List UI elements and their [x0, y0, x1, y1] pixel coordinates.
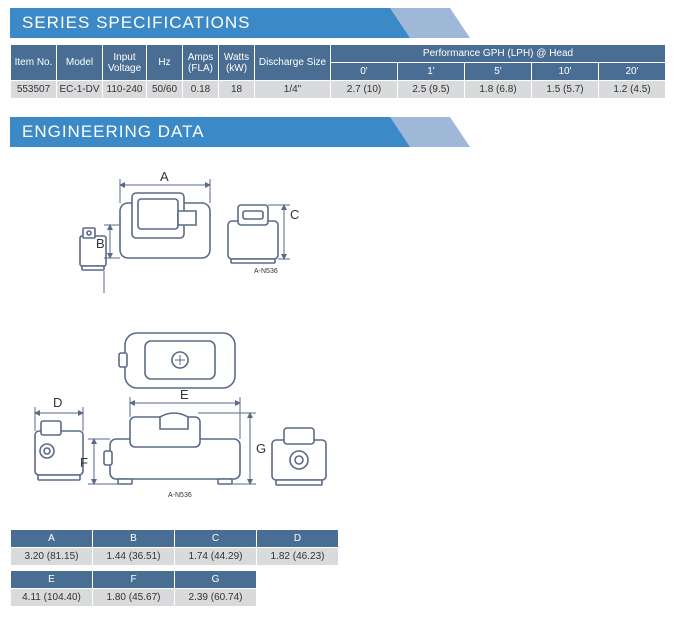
- v-watts: 18: [219, 81, 255, 99]
- v-10ft: 1.5 (5.7): [532, 81, 599, 99]
- v-model: EC-1-DV: [57, 81, 103, 99]
- dimensions-table-1: A B C D 3.20 (81.15) 1.44 (36.51) 1.74 (…: [10, 529, 339, 566]
- dv-D: 1.82 (46.23): [257, 548, 339, 566]
- dim-label-C: C: [290, 207, 299, 222]
- dim-label-D: D: [53, 395, 62, 410]
- h-0ft: 0': [331, 63, 398, 81]
- dh-D: D: [257, 530, 339, 548]
- h-voltage: Input Voltage: [103, 45, 147, 81]
- dv-A: 3.20 (81.15): [11, 548, 93, 566]
- v-voltage: 110-240: [103, 81, 147, 99]
- h-perf: Performance GPH (LPH) @ Head: [331, 45, 666, 63]
- h-10ft: 10': [532, 63, 599, 81]
- v-0ft: 2.7 (10): [331, 81, 398, 99]
- v-20ft: 1.2 (4.5): [599, 81, 666, 99]
- series-spec-title: SERIES SPECIFICATIONS: [22, 8, 251, 38]
- dv-G: 2.39 (60.74): [175, 589, 257, 607]
- dim-label-F: F: [80, 455, 88, 470]
- h-20ft: 20': [599, 63, 666, 81]
- part-no-2: A-N536: [168, 492, 192, 499]
- spec-table: Item No. Model Input Voltage Hz Amps (FL…: [10, 44, 666, 99]
- dim-label-G: G: [256, 441, 266, 456]
- v-amps: 0.18: [183, 81, 219, 99]
- dim-label-A: A: [160, 169, 169, 184]
- h-model: Model: [57, 45, 103, 81]
- dh-G: G: [175, 571, 257, 589]
- eng-data-title: ENGINEERING DATA: [22, 117, 205, 147]
- h-discharge: Discharge Size: [255, 45, 331, 81]
- v-discharge: 1/4": [255, 81, 331, 99]
- engineering-diagrams: A B C A-N536 D: [10, 153, 665, 523]
- h-watts: Watts (kW): [219, 45, 255, 81]
- h-amps: Amps (FLA): [183, 45, 219, 81]
- dv-C: 1.74 (44.29): [175, 548, 257, 566]
- v-item-no: 553507: [11, 81, 57, 99]
- dim-label-E: E: [180, 387, 189, 402]
- h-5ft: 5': [465, 63, 532, 81]
- eng-data-banner: ENGINEERING DATA: [10, 117, 665, 147]
- dv-E: 4.11 (104.40): [11, 589, 93, 607]
- dimensions-table-2: E F G 4.11 (104.40) 1.80 (45.67) 2.39 (6…: [10, 570, 257, 607]
- h-1ft: 1': [398, 63, 465, 81]
- v-5ft: 1.8 (6.8): [465, 81, 532, 99]
- dv-B: 1.44 (36.51): [93, 548, 175, 566]
- dh-F: F: [93, 571, 175, 589]
- dim-label-B: B: [96, 236, 105, 251]
- dv-F: 1.80 (45.67): [93, 589, 175, 607]
- dh-E: E: [11, 571, 93, 589]
- dh-C: C: [175, 530, 257, 548]
- dh-A: A: [11, 530, 93, 548]
- h-item-no: Item No.: [11, 45, 57, 81]
- v-hz: 50/60: [147, 81, 183, 99]
- v-1ft: 2.5 (9.5): [398, 81, 465, 99]
- h-hz: Hz: [147, 45, 183, 81]
- dh-B: B: [93, 530, 175, 548]
- series-spec-banner: SERIES SPECIFICATIONS: [10, 8, 665, 38]
- part-no-1: A-N536: [254, 268, 278, 275]
